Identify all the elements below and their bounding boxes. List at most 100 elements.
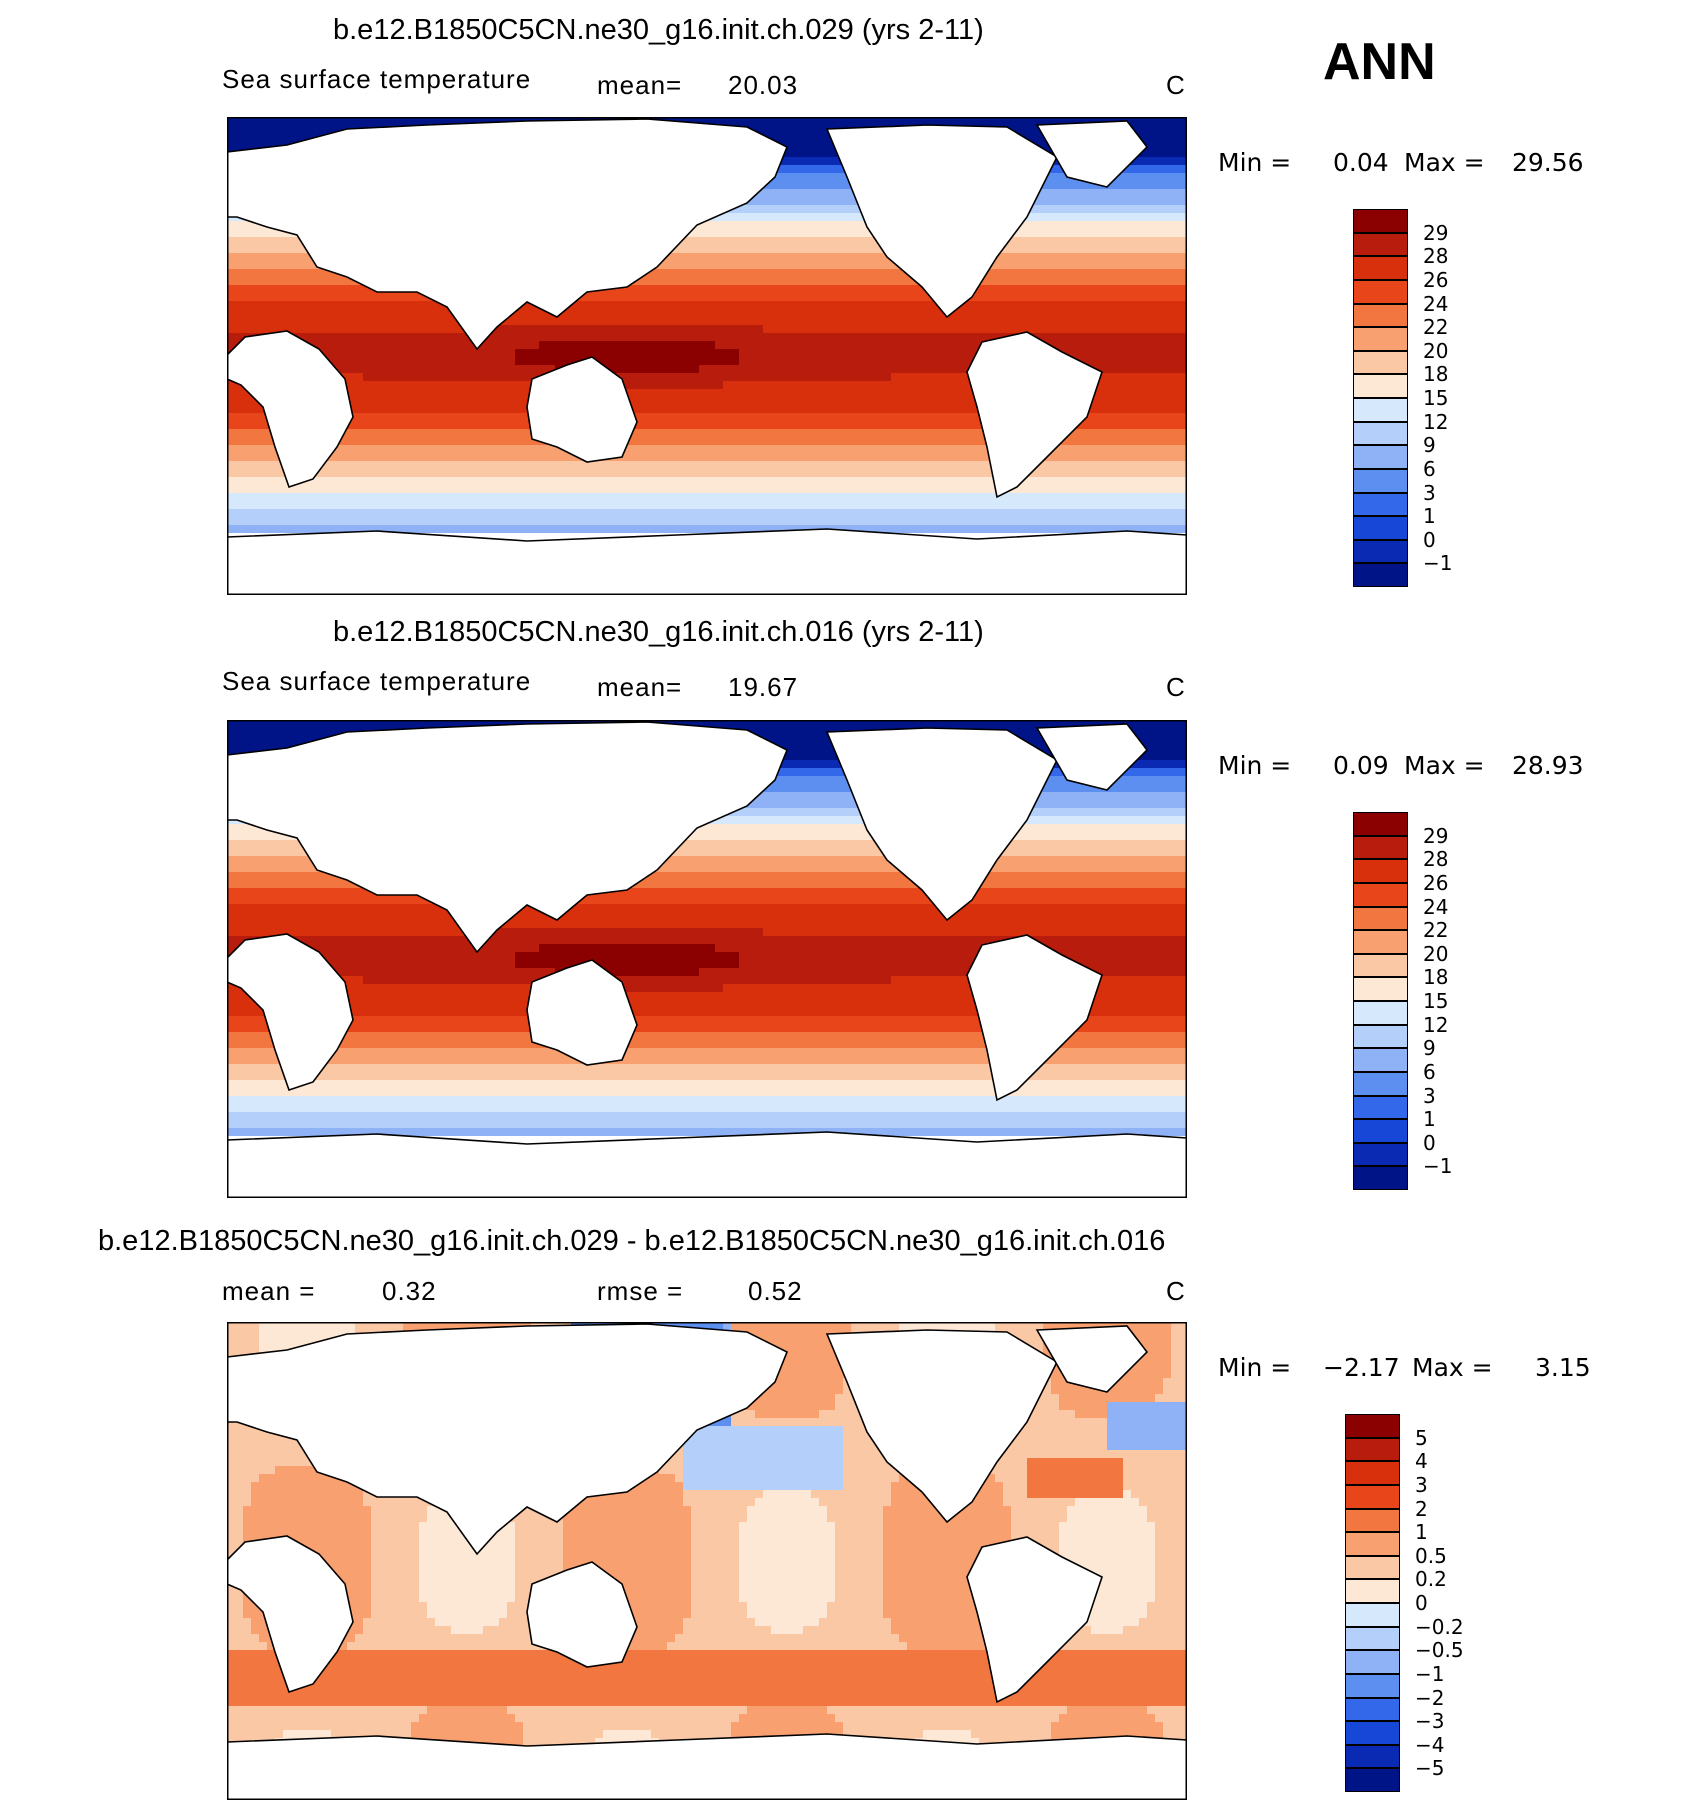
- colorbar-tick-label: 24: [1423, 894, 1449, 919]
- colorbar-tick-label: −0.2: [1415, 1614, 1464, 1639]
- colorbar-box: [1353, 1048, 1408, 1072]
- panel3-units: C: [1166, 1276, 1186, 1306]
- colorbar-tick-label: 29: [1423, 220, 1449, 245]
- continent-outlines: [227, 1323, 1187, 1800]
- panel2-units: C: [1166, 672, 1186, 702]
- season-label: ANN: [1323, 33, 1436, 91]
- colorbar-box: [1345, 1673, 1400, 1698]
- colorbar-box: [1353, 516, 1408, 540]
- colorbar-box: [1345, 1768, 1400, 1792]
- panel1-map-svg: [227, 117, 1187, 595]
- colorbar-box: [1353, 209, 1408, 233]
- colorbar-tick-label: 2: [1415, 1496, 1428, 1521]
- colorbar-tick-label: 20: [1423, 941, 1449, 966]
- colorbar-tick-label: 9: [1423, 433, 1436, 458]
- panel1-variable: Sea surface temperature: [222, 64, 532, 94]
- colorbar-box: [1353, 930, 1408, 954]
- colorbar-tick-label: 3: [1423, 1083, 1436, 1108]
- colorbar-box: [1353, 1142, 1408, 1167]
- colorbar-box: [1353, 303, 1408, 328]
- panel1-min-value: 0.04: [1333, 148, 1389, 177]
- panel3-rmse-label: rmse =: [597, 1276, 684, 1306]
- colorbar-tick-label: 0: [1423, 1130, 1436, 1155]
- colorbar-box: [1345, 1555, 1400, 1580]
- colorbar-tick-label: −1: [1423, 1154, 1453, 1179]
- colorbar-tick-label: 12: [1423, 1012, 1449, 1037]
- colorbar-tick-label: 18: [1423, 362, 1449, 387]
- panel1-mean-value: 20.03: [728, 70, 799, 100]
- colorbar-box: [1353, 835, 1408, 860]
- colorbar-box: [1345, 1461, 1400, 1485]
- colorbar-tick-label: 3: [1415, 1472, 1428, 1497]
- map-frame: [227, 720, 1187, 1198]
- colorbar-tick-label: 22: [1423, 918, 1449, 943]
- colorbar-box: [1353, 906, 1408, 931]
- colorbar-box: [1345, 1414, 1400, 1438]
- panel1-colorbar: 29 28 26 24 22 20 18 15 12 9 6 3 1 0 −1: [1353, 209, 1493, 587]
- colorbar-box: [1353, 1095, 1408, 1120]
- colorbar-box: [1345, 1508, 1400, 1533]
- colorbar-tick-label: 15: [1423, 989, 1449, 1013]
- colorbar-box: [1345, 1437, 1400, 1462]
- panel2-mean-label: mean=: [597, 672, 683, 702]
- colorbar-box: [1353, 539, 1408, 564]
- colorbar-tick-label: −0.5: [1415, 1638, 1464, 1663]
- colorbar-box: [1353, 1071, 1408, 1096]
- colorbar-box: [1353, 1024, 1408, 1049]
- colorbar-box: [1353, 279, 1408, 304]
- colorbar-tick-label: −4: [1415, 1732, 1445, 1757]
- colorbar-tick-label: 12: [1423, 409, 1449, 434]
- colorbar-tick-label: 0: [1415, 1591, 1428, 1615]
- colorbar-tick-label: 0: [1423, 527, 1436, 552]
- colorbar-tick-label: 24: [1423, 291, 1449, 316]
- colorbar-box: [1353, 256, 1408, 280]
- panel1-min-label: Min =: [1218, 148, 1292, 177]
- colorbar-tick-label: 6: [1423, 1059, 1436, 1084]
- colorbar-box: [1353, 563, 1408, 587]
- colorbar-tick-label: 4: [1415, 1449, 1428, 1474]
- colorbar-tick-label: −2: [1415, 1685, 1445, 1710]
- panel1-units: C: [1166, 70, 1186, 100]
- colorbar-tick-label: −3: [1415, 1709, 1445, 1734]
- continent-outlines: [227, 118, 1187, 595]
- colorbar-tick-label: 28: [1423, 244, 1449, 269]
- panel3-mean-label: mean =: [222, 1276, 316, 1306]
- colorbar-tick-label: −5: [1415, 1756, 1445, 1781]
- colorbar-box: [1353, 1001, 1408, 1025]
- colorbar-tick-label: 0.5: [1415, 1543, 1447, 1568]
- colorbar-tick-label: 6: [1423, 456, 1436, 481]
- colorbar-box: [1345, 1626, 1400, 1651]
- panel3-max-value: 3.15: [1535, 1353, 1591, 1382]
- panel3-colorbar: 5 4 3 2 1 0.5 0.2 0 −0.2 −0.5 −1 −2 −3 −4 −5: [1345, 1414, 1505, 1792]
- colorbar-tick-label: 9: [1423, 1036, 1436, 1061]
- colorbar-tick-label: 28: [1423, 847, 1449, 872]
- colorbar-box: [1353, 374, 1408, 398]
- panel3-mean-value: 0.32: [382, 1276, 437, 1306]
- colorbar-tick-label: −1: [1423, 551, 1453, 576]
- colorbar-box: [1353, 812, 1408, 836]
- panel3-min-value: −2.17: [1323, 1353, 1400, 1382]
- colorbar-tick-label: 18: [1423, 965, 1449, 990]
- panel1-mean-label: mean=: [597, 70, 683, 100]
- colorbar-tick-label: 1: [1415, 1520, 1428, 1545]
- colorbar-box: [1353, 882, 1408, 907]
- colorbar-tick-label: 15: [1423, 386, 1449, 410]
- colorbar-box: [1353, 859, 1408, 883]
- colorbar-box: [1353, 232, 1408, 257]
- colorbar-tick-label: 26: [1423, 870, 1449, 895]
- colorbar-box: [1353, 327, 1408, 351]
- colorbar-box: [1345, 1484, 1400, 1509]
- panel2-max-value: 28.93: [1512, 751, 1584, 780]
- map-frame: [227, 117, 1187, 595]
- colorbar-box: [1345, 1697, 1400, 1722]
- map-frame: [227, 1322, 1187, 1800]
- colorbar-box: [1353, 398, 1408, 422]
- colorbar-box: [1353, 421, 1408, 446]
- colorbar-box: [1353, 445, 1408, 469]
- colorbar-tick-label: 3: [1423, 480, 1436, 505]
- panel3-rmse-value: 0.52: [748, 1276, 803, 1306]
- panel2-title: b.e12.B1850C5CN.ne30_g16.init.ch.016 (yr…: [333, 616, 984, 648]
- colorbar-tick-label: 5: [1415, 1425, 1428, 1450]
- colorbar-tick-label: 29: [1423, 823, 1449, 848]
- colorbar-box: [1353, 492, 1408, 517]
